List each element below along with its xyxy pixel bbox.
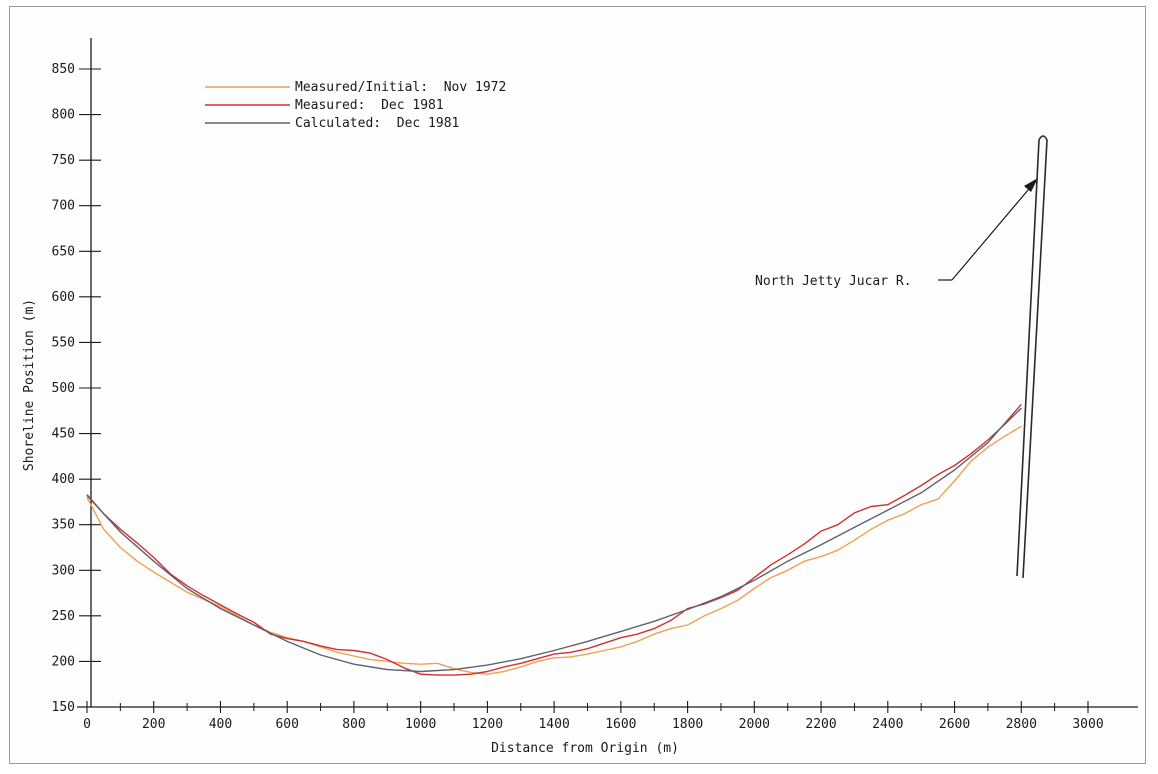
x-tick-label: 800 [342,717,365,732]
y-tick-label: 650 [52,244,75,259]
x-tick-label: 0 [83,717,91,732]
x-tick-label: 1400 [538,717,569,732]
y-tick-label: 700 [52,199,75,214]
y-tick-label: 500 [52,381,75,396]
y-axis-label: Shoreline Position (m) [22,299,37,471]
y-tick-label: 850 [52,62,75,77]
x-tick-label: 200 [142,717,165,732]
y-tick-label: 800 [52,108,75,123]
legend-label-1: Measured/Initial: Nov 1972 [295,80,506,95]
north-jetty-outline [1016,135,1048,579]
y-tick-label: 300 [52,563,75,578]
x-axis-label: Distance from Origin (m) [491,741,679,756]
series-line-3 [86,403,1022,673]
y-tick-label: 350 [52,518,75,533]
x-tick-label: 2200 [805,717,836,732]
y-tick-label: 200 [52,654,75,669]
series-line-1 [86,425,1022,675]
y-tick-label: 400 [52,472,75,487]
x-tick-label: 400 [209,717,232,732]
x-tick-label: 600 [275,717,298,732]
y-tick-label: 600 [52,290,75,305]
x-tick-label: 2800 [1006,717,1037,732]
y-tick-label: 250 [52,609,75,624]
y-tick-label: 750 [52,153,75,168]
legend-label-2: Measured: Dec 1981 [295,98,444,113]
x-tick-label: 2400 [872,717,903,732]
figure-frame [9,6,1146,764]
x-tick-label: 3000 [1072,717,1103,732]
chart-axes: 150 200 250 300 350 400 450 500 550 600 650 700 750 8… [52,38,1138,732]
y-tick-label: 550 [52,335,75,350]
series-line-2 [86,407,1022,676]
x-tick-label: 1200 [472,717,503,732]
x-tick-label: 2000 [739,717,770,732]
north-jetty-structure: North Jetty Jucar R. [755,135,1048,579]
x-tick-label: 1000 [405,717,436,732]
x-tick-label: 1600 [605,717,636,732]
jetty-annotation: North Jetty Jucar R. [755,274,912,289]
jetty-arrowhead [1024,178,1038,192]
x-tick-label: 1800 [672,717,703,732]
jetty-arrow-line [951,182,1035,281]
legend-label-3: Calculated: Dec 1981 [295,116,459,131]
x-tick-label: 2600 [939,717,970,732]
y-tick-label: 450 [52,427,75,442]
series-layer [86,403,1022,676]
legend: Measured/Initial: Nov 1972 Measured: Dec … [205,80,506,131]
y-tick-label: 150 [52,700,75,715]
